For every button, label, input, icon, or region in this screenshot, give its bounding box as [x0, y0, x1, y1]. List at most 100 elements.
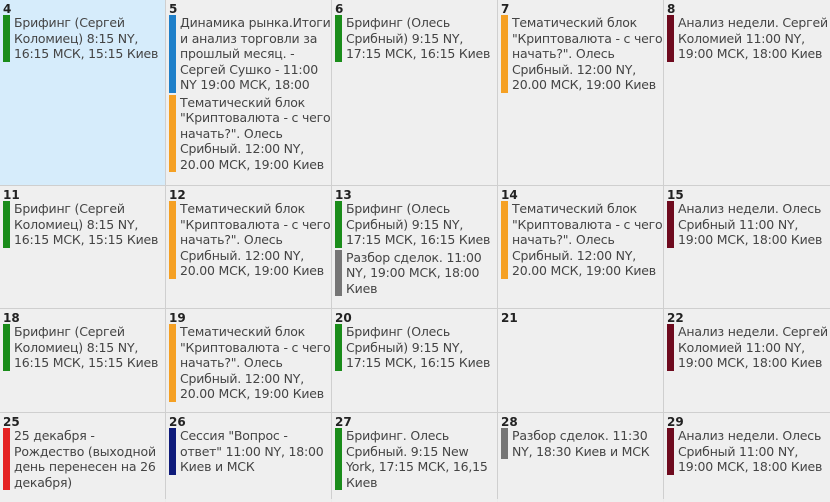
event-list: Анализ недели. Олесь Срибный 11:00 NY, 1… — [667, 428, 830, 477]
calendar-event[interactable]: Тематический блок "Криптовалюта - с чего… — [169, 324, 331, 402]
event-title: Тематический блок "Криптовалюта - с чего… — [512, 201, 663, 278]
day-cell[interactable]: 29 Анализ недели. Олесь Срибный 11:00 NY,… — [664, 413, 830, 502]
day-number: 8 — [667, 2, 676, 16]
event-color-bar — [3, 324, 10, 371]
day-cell[interactable]: 20 Брифинг (Олесь Срибный) 9:15 NY, 17:15… — [332, 309, 497, 412]
event-title: Динамика рынка.Итоги и анализ торговли з… — [180, 15, 331, 92]
day-cell[interactable]: 4 Брифинг (Сергей Коломиец) 8:15 NY, 16:1… — [0, 0, 165, 185]
event-list: Анализ недели. Олесь Срибный 11:00 NY, 1… — [667, 201, 830, 250]
event-color-bar — [335, 15, 342, 62]
day-number: 13 — [335, 188, 352, 202]
calendar-event[interactable]: Брифинг (Олесь Срибный) 9:15 NY, 17:15 М… — [335, 15, 497, 62]
event-title: Анализ недели. Олесь Срибный 11:00 NY, 1… — [678, 428, 823, 474]
event-title: Брифинг (Сергей Коломиец) 8:15 NY, 16:15… — [14, 324, 159, 370]
calendar-event[interactable]: Анализ недели. Сергей Коломией 11:00 NY,… — [667, 324, 830, 371]
event-list: Брифинг (Олесь Срибный) 9:15 NY, 17:15 М… — [335, 15, 497, 64]
calendar-event[interactable]: Тематический блок "Криптовалюта - с чего… — [501, 201, 663, 279]
event-title: Разбор сделок. 11:00 NY, 19:00 МСК, 18:0… — [346, 249, 482, 296]
calendar-event[interactable]: Разбор сделок. 11:30 NY, 18:30 Киев и МС… — [501, 428, 663, 459]
event-color-bar — [169, 324, 176, 402]
day-cell[interactable]: 27 Брифинг. Олесь Срибный. 9:15 New York,… — [332, 413, 497, 502]
day-cell[interactable]: 18 Брифинг (Сергей Коломиец) 8:15 NY, 16:… — [0, 309, 165, 412]
event-title: Брифинг. Олесь Срибный. 9:15 New York, 1… — [346, 428, 488, 490]
day-number: 7 — [501, 2, 510, 16]
event-color-bar — [335, 201, 342, 248]
event-color-bar — [335, 428, 342, 490]
day-number: 29 — [667, 415, 684, 429]
day-number: 4 — [3, 2, 12, 16]
calendar-event[interactable]: Разбор сделок. 11:00 NY, 19:00 МСК, 18:0… — [335, 249, 497, 296]
day-cell[interactable]: 11 Брифинг (Сергей Коломиец) 8:15 NY, 16:… — [0, 186, 165, 308]
day-number: 22 — [667, 311, 684, 325]
event-list: Брифинг (Олесь Срибный) 9:15 NY, 17:15 М… — [335, 324, 497, 373]
event-color-bar — [667, 428, 674, 475]
calendar-event[interactable]: Анализ недели. Сергей Коломией 11:00 NY,… — [667, 15, 830, 62]
calendar-event[interactable]: Анализ недели. Олесь Срибный 11:00 NY, 1… — [667, 428, 830, 475]
event-title: 25 декабря - Рождество (выходной день пе… — [14, 428, 156, 490]
event-title: Анализ недели. Олесь Срибный 11:00 NY, 1… — [678, 201, 823, 247]
event-list: Брифинг (Олесь Срибный) 9:15 NY, 17:15 М… — [335, 201, 497, 298]
event-list: Брифинг (Сергей Коломиец) 8:15 NY, 16:15… — [3, 201, 165, 250]
event-list: Динамика рынка.Итоги и анализ торговли з… — [169, 15, 331, 174]
day-cell[interactable]: 26 Сессия "Вопрос - ответ" 11:00 NY, 18:0… — [166, 413, 331, 502]
event-color-bar — [169, 428, 176, 475]
event-color-bar — [169, 94, 176, 172]
calendar-event[interactable]: Брифинг (Сергей Коломиец) 8:15 NY, 16:15… — [3, 324, 165, 371]
day-cell[interactable]: 5 Динамика рынка.Итоги и анализ торговли … — [166, 0, 331, 185]
event-color-bar — [169, 15, 176, 93]
calendar-event[interactable]: Тематический блок "Криптовалюта - с чего… — [501, 15, 663, 93]
day-number: 6 — [335, 2, 344, 16]
calendar-event[interactable]: Брифинг (Сергей Коломиец) 8:15 NY, 16:15… — [3, 15, 165, 62]
event-title: Тематический блок "Криптовалюта - с чего… — [180, 324, 331, 401]
event-color-bar — [501, 201, 508, 279]
event-title: Тематический блок "Криптовалюта - с чего… — [180, 94, 331, 172]
day-number: 15 — [667, 188, 684, 202]
day-cell[interactable]: 14 Тематический блок "Криптовалюта - с че… — [498, 186, 663, 308]
calendar-event[interactable]: Брифинг. Олесь Срибный. 9:15 New York, 1… — [335, 428, 497, 490]
event-list: Разбор сделок. 11:30 NY, 18:30 Киев и МС… — [501, 428, 663, 461]
event-title: Брифинг (Сергей Коломиец) 8:15 NY, 16:15… — [14, 15, 159, 61]
day-cell[interactable]: 28 Разбор сделок. 11:30 NY, 18:30 Киев и … — [498, 413, 663, 502]
calendar-event[interactable]: Тематический блок "Криптовалюта - с чего… — [169, 201, 331, 279]
event-list: Тематический блок "Криптовалюта - с чего… — [501, 201, 663, 281]
event-color-bar — [667, 324, 674, 371]
day-number: 12 — [169, 188, 186, 202]
calendar-event[interactable]: Тематический блок "Криптовалюта - с чего… — [169, 94, 331, 172]
day-cell[interactable]: 25 25 декабря - Рождество (выходной день … — [0, 413, 165, 502]
event-color-bar — [501, 428, 508, 459]
calendar-event[interactable]: Анализ недели. Олесь Срибный 11:00 NY, 1… — [667, 201, 830, 248]
event-color-bar — [335, 324, 342, 371]
event-list: Брифинг. Олесь Срибный. 9:15 New York, 1… — [335, 428, 497, 492]
event-list: Тематический блок "Криптовалюта - с чего… — [501, 15, 663, 95]
day-cell[interactable]: 22 Анализ недели. Сергей Коломией 11:00 N… — [664, 309, 830, 412]
calendar-event[interactable]: Сессия "Вопрос - ответ" 11:00 NY, 18:00 … — [169, 428, 331, 475]
event-title: Брифинг (Олесь Срибный) 9:15 NY, 17:15 М… — [346, 324, 491, 370]
event-color-bar — [667, 201, 674, 248]
event-list: Тематический блок "Криптовалюта - с чего… — [169, 201, 331, 281]
day-cell[interactable]: 6 Брифинг (Олесь Срибный) 9:15 NY, 17:15 … — [332, 0, 497, 185]
day-cell[interactable]: 15 Анализ недели. Олесь Срибный 11:00 NY,… — [664, 186, 830, 308]
event-title: Брифинг (Олесь Срибный) 9:15 NY, 17:15 М… — [346, 201, 491, 247]
day-cell[interactable]: 19 Тематический блок "Криптовалюта - с че… — [166, 309, 331, 412]
day-cell[interactable]: 7 Тематический блок "Криптовалюта - с чег… — [498, 0, 663, 185]
day-number: 11 — [3, 188, 20, 202]
event-title: Разбор сделок. 11:30 NY, 18:30 Киев и МС… — [512, 428, 650, 459]
event-color-bar — [3, 428, 10, 490]
event-title: Анализ недели. Сергей Коломией 11:00 NY,… — [678, 324, 828, 370]
event-list: Сессия "Вопрос - ответ" 11:00 NY, 18:00 … — [169, 428, 331, 477]
calendar-event[interactable]: Брифинг (Олесь Срибный) 9:15 NY, 17:15 М… — [335, 201, 497, 248]
calendar-event[interactable]: Динамика рынка.Итоги и анализ торговли з… — [169, 15, 331, 93]
event-color-bar — [335, 249, 342, 296]
calendar-event[interactable]: 25 декабря - Рождество (выходной день пе… — [3, 428, 165, 490]
day-cell[interactable]: 13 Брифинг (Олесь Срибный) 9:15 NY, 17:15… — [332, 186, 497, 308]
event-list: Анализ недели. Сергей Коломией 11:00 NY,… — [667, 324, 830, 373]
day-number: 21 — [501, 311, 518, 325]
calendar-event[interactable]: Брифинг (Олесь Срибный) 9:15 NY, 17:15 М… — [335, 324, 497, 371]
day-cell[interactable]: 21 — [498, 309, 663, 412]
event-list: 25 декабря - Рождество (выходной день пе… — [3, 428, 165, 492]
calendar-event[interactable]: Брифинг (Сергей Коломиец) 8:15 NY, 16:15… — [3, 201, 165, 248]
day-cell[interactable]: 12 Тематический блок "Криптовалюта - с че… — [166, 186, 331, 308]
day-cell[interactable]: 8 Анализ недели. Сергей Коломией 11:00 NY… — [664, 0, 830, 185]
event-list: Брифинг (Сергей Коломиец) 8:15 NY, 16:15… — [3, 15, 165, 64]
